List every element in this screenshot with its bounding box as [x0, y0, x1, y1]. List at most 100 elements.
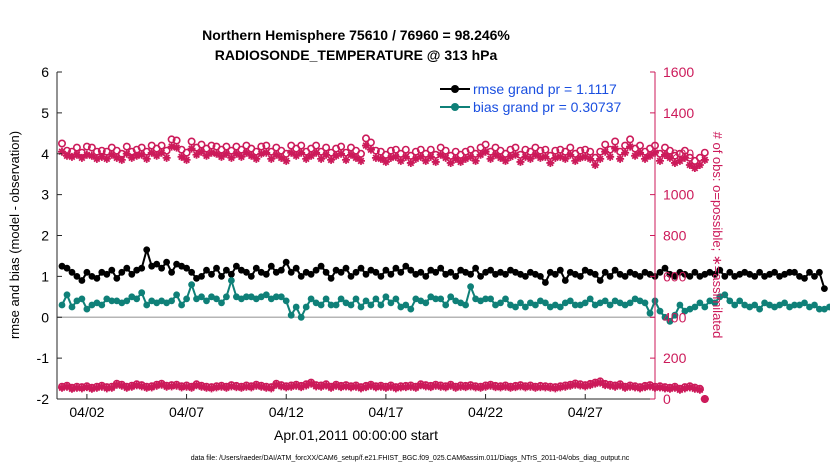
data-point-assimilated: [655, 156, 664, 165]
data-point-count_bottom_assimilated: [561, 382, 570, 391]
data-point-bias: [98, 301, 106, 309]
data-point-bias: [297, 313, 305, 321]
data-point-count_bottom_assimilated: [177, 383, 186, 392]
data-point-assimilated: [297, 148, 306, 157]
data-point-bias: [123, 297, 131, 305]
data-point-count_bottom_assimilated: [511, 383, 520, 392]
y-tick-label-right: 400: [663, 309, 687, 325]
data-point-assimilated: [401, 152, 410, 161]
y-tick-label-left: -2: [37, 391, 50, 407]
data-point-count_bottom_assimilated: [526, 382, 535, 391]
legend-rmse-marker: [451, 85, 459, 93]
data-point-assimilated: [481, 147, 490, 156]
data-point-rmse: [327, 275, 335, 282]
data-point-bias: [646, 309, 654, 317]
data-point-assimilated: [586, 154, 595, 163]
data-point-assimilated: [416, 152, 425, 161]
data-point-assimilated: [611, 144, 620, 153]
data-point-assimilated: [162, 153, 171, 162]
data-point-bias: [277, 293, 285, 301]
data-point-rmse: [233, 262, 240, 270]
y-axis-label-right: # of obs: o=possible; ∗=assimilated: [710, 132, 725, 339]
data-point-rmse: [407, 266, 415, 274]
data-point-count_bottom_assimilated: [571, 380, 580, 389]
data-point-assimilated: [376, 154, 385, 163]
y-tick-label-left: 0: [41, 309, 49, 325]
data-point-assimilated: [386, 153, 395, 162]
data-point-assimilated: [541, 152, 550, 161]
data-point-assimilated: [312, 148, 321, 157]
data-point-rmse: [801, 275, 808, 282]
data-point-rmse: [153, 260, 161, 268]
data-point-count_bottom_assimilated: [391, 384, 400, 393]
data-point-count_bottom_assimilated: [431, 381, 440, 390]
data-point-assimilated: [322, 150, 331, 159]
data-point-assimilated: [406, 158, 415, 167]
data-point-count_bottom_assimilated: [506, 383, 515, 392]
data-point-assimilated: [222, 149, 231, 158]
data-point-bias: [581, 299, 589, 307]
data-point-count_bottom_assimilated: [202, 383, 211, 392]
data-point-bias: [78, 295, 86, 303]
data-point-assimilated: [62, 151, 71, 160]
data-point-count_bottom_assimilated: [347, 383, 356, 392]
data-point-assimilated: [396, 156, 405, 165]
data-point-possible: [700, 148, 709, 157]
data-point-count_bottom_assimilated: [456, 382, 465, 391]
data-point-count_bottom_assimilated: [187, 383, 196, 392]
data-point-bias: [372, 295, 380, 303]
data-point-rmse: [282, 258, 290, 266]
data-point-assimilated: [446, 158, 455, 167]
data-point-count_bottom_assimilated: [451, 383, 460, 392]
data-point-bias: [188, 281, 196, 288]
data-point-assimilated: [347, 150, 356, 159]
data-point-count_bottom_assimilated: [596, 378, 605, 387]
legend-rmse-label: rmse grand pr = 1.1117: [473, 81, 617, 97]
data-point-count_bottom_assimilated: [641, 383, 650, 392]
data-point-bias: [377, 301, 385, 309]
data-point-count_bottom_assimilated: [302, 381, 311, 390]
data-point-assimilated: [302, 154, 311, 163]
data-point-rmse: [123, 264, 131, 272]
data-point-rmse: [591, 270, 599, 278]
data-point-assimilated: [616, 154, 625, 163]
data-point-bias: [367, 301, 375, 309]
data-point-count_bottom_assimilated: [97, 382, 106, 391]
data-point-rmse: [73, 273, 81, 280]
data-point-count_bottom_assimilated: [307, 379, 316, 388]
y-tick-label-right: 600: [663, 268, 687, 284]
data-point-count_bottom_assimilated: [312, 382, 321, 391]
data-point-assimilated: [287, 148, 296, 157]
data-point-bias: [352, 295, 360, 303]
data-point-count_bottom_assimilated: [212, 383, 221, 392]
data-point-count_bottom_assimilated: [591, 379, 600, 388]
data-point-count_bottom_assimilated: [700, 395, 709, 403]
data-point-rmse: [467, 270, 474, 278]
data-point-rmse: [143, 246, 151, 254]
data-point-rmse: [387, 270, 395, 278]
data-point-count_bottom_assimilated: [152, 381, 161, 390]
data-point-bias: [337, 295, 345, 303]
data-point-assimilated: [192, 150, 201, 159]
data-point-count_bottom_assimilated: [376, 382, 385, 391]
data-point-rmse: [357, 264, 365, 272]
data-point-bias: [138, 289, 146, 297]
data-point-rmse: [163, 258, 171, 266]
data-point-count_bottom_assimilated: [646, 382, 655, 391]
data-point-bias: [447, 293, 455, 301]
data-point-count_bottom_assimilated: [446, 381, 455, 390]
data-point-assimilated: [272, 150, 281, 159]
chart-title-line2: RADIOSONDE_TEMPERATURE @ 313 hPa: [215, 47, 498, 63]
y-tick-label-right: 1600: [663, 64, 694, 80]
data-point-rmse: [621, 273, 629, 280]
data-point-bias: [512, 303, 519, 311]
data-point-count_bottom_assimilated: [342, 382, 351, 391]
data-point-assimilated: [436, 150, 445, 159]
data-point-bias: [133, 295, 141, 303]
data-point-rmse: [252, 264, 260, 272]
data-point-rmse: [576, 273, 584, 280]
data-point-rmse: [188, 268, 196, 276]
data-point-count_bottom_assimilated: [192, 381, 201, 390]
series-assimilated: [57, 141, 709, 173]
